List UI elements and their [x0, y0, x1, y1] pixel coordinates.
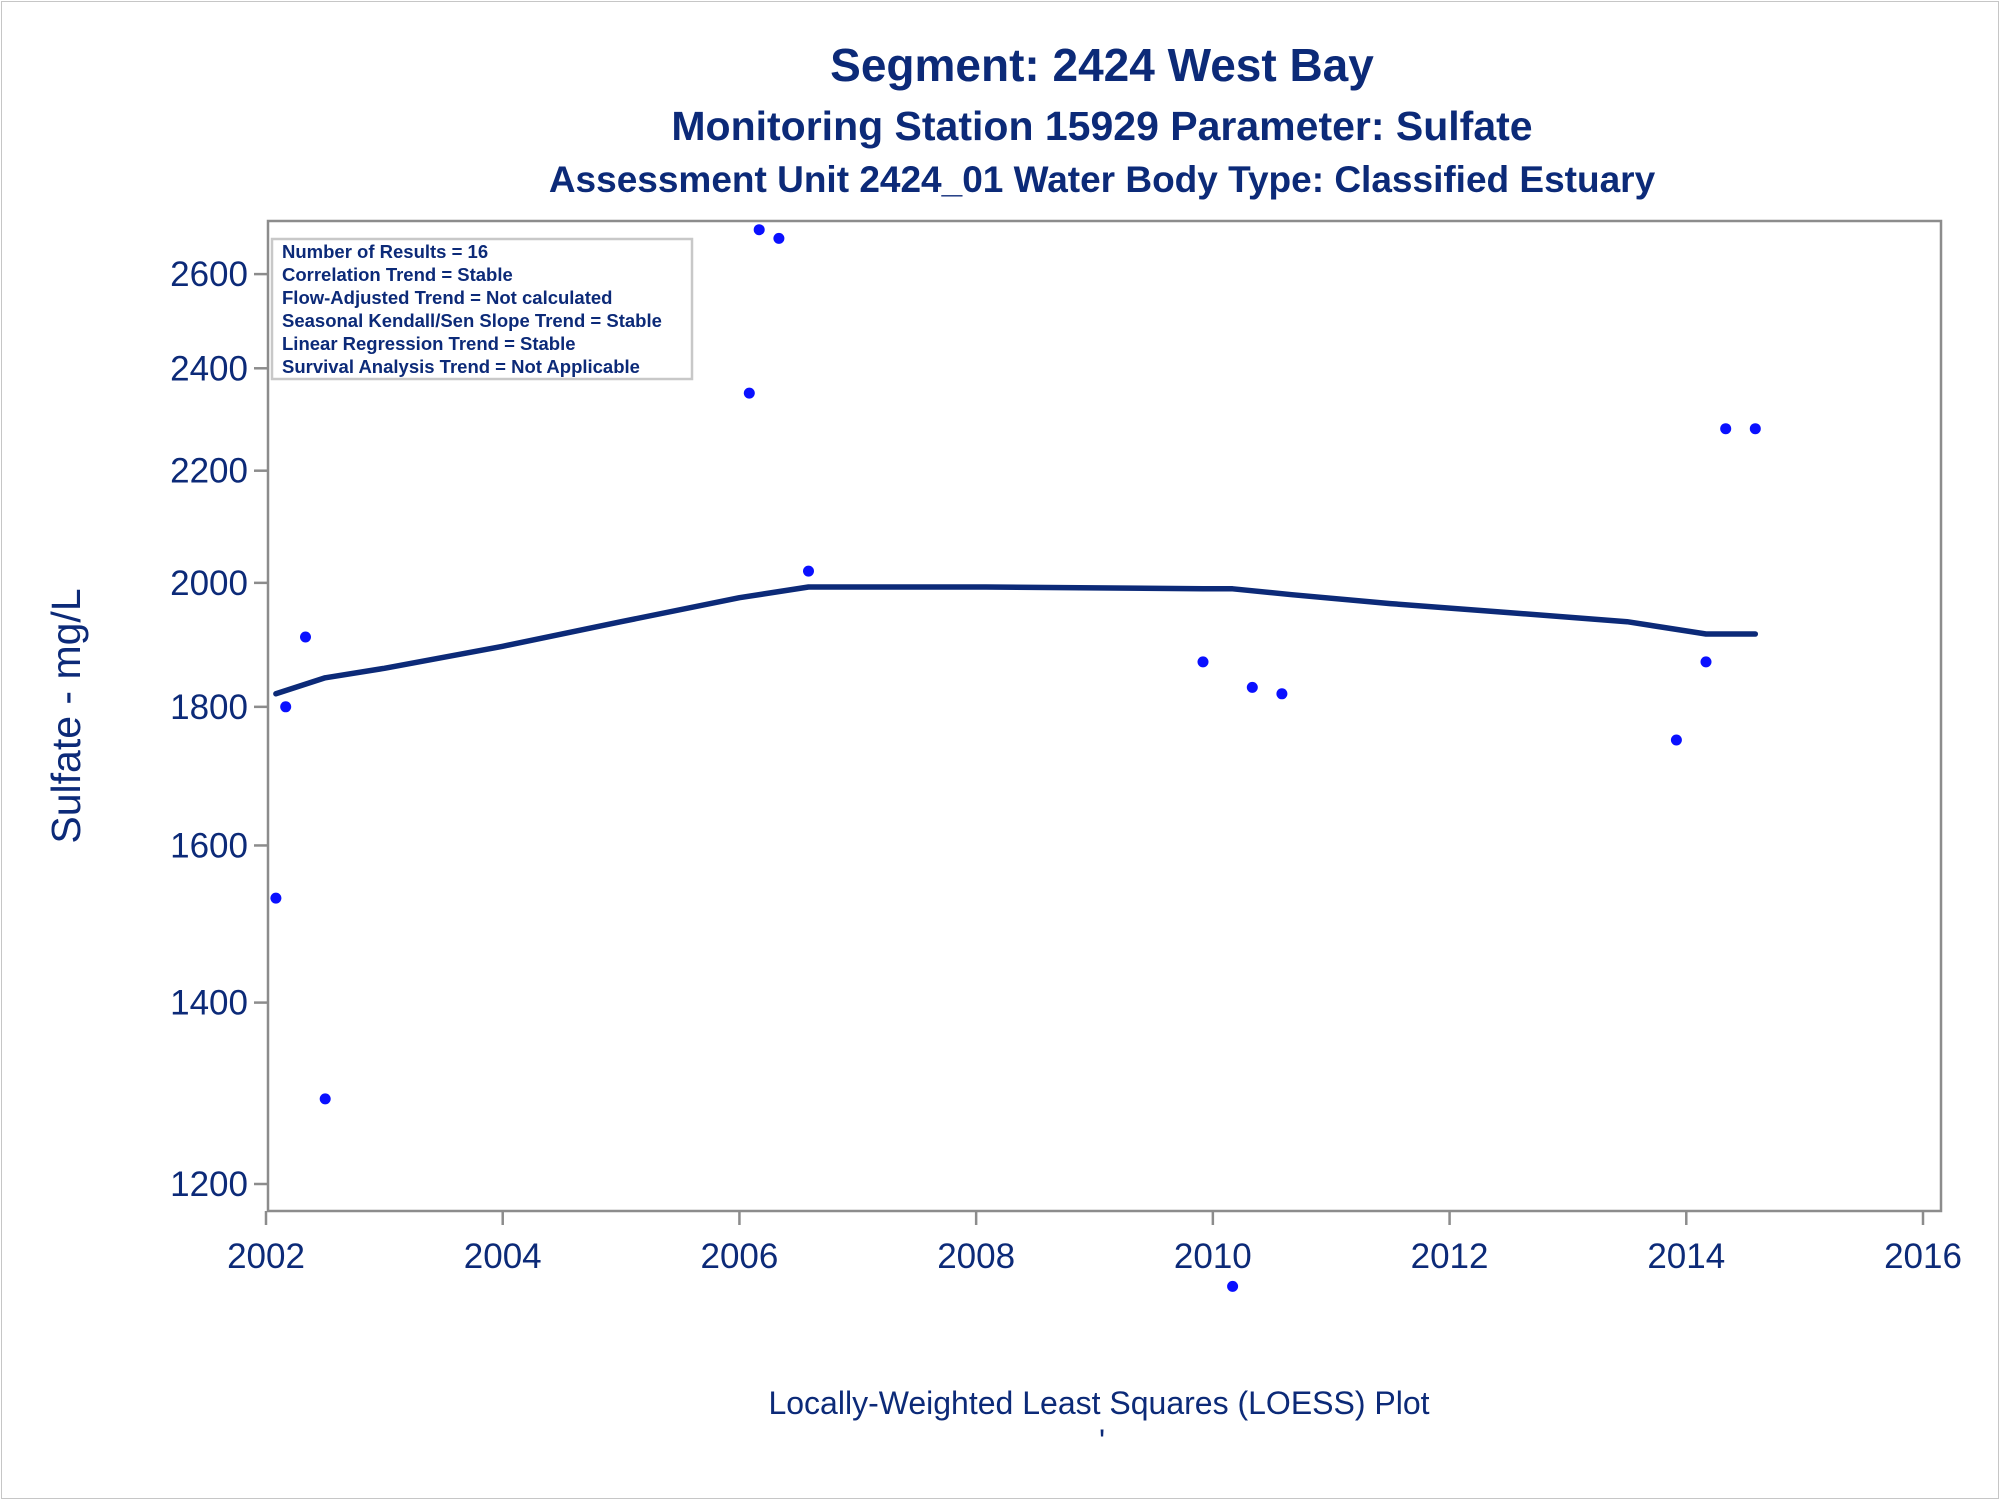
y-tick-label: 2400	[170, 349, 248, 388]
legend-line-results: Number of Results = 16	[282, 241, 488, 262]
data-point	[300, 631, 311, 643]
chart-subtitle: Monitoring Station 15929 Parameter: Sulf…	[671, 103, 1532, 149]
data-point	[803, 565, 814, 577]
observations-series	[270, 224, 1761, 1292]
y-tick-label: 2600	[170, 255, 248, 294]
legend-line-seasonal-kendall: Seasonal Kendall/Sen Slope Trend = Stabl…	[282, 310, 662, 331]
data-point	[280, 701, 292, 713]
y-tick-label: 1200	[170, 1165, 248, 1204]
data-point	[1197, 656, 1209, 668]
y-tick-label: 1400	[170, 984, 248, 1023]
data-point	[270, 892, 282, 904]
legend-line-correlation: Correlation Trend = Stable	[282, 264, 513, 285]
chart-title: Segment: 2424 West Bay	[830, 39, 1374, 91]
loess-series	[273, 584, 1759, 697]
x-tick-label: 2002	[227, 1237, 305, 1276]
x-axis: 2002 2004 2006 2008 2010 2012 2014 2016	[227, 1211, 1962, 1276]
y-tick-label: 2000	[170, 564, 248, 603]
data-point	[1720, 423, 1732, 435]
loess-line	[273, 584, 1759, 697]
footnote-mark: '	[1099, 1423, 1105, 1459]
y-tick-label: 1800	[170, 688, 248, 727]
x-tick-label: 2008	[937, 1237, 1015, 1276]
y-tick-label: 1600	[170, 826, 248, 865]
data-point	[743, 387, 755, 399]
data-point	[773, 232, 785, 244]
x-tick-label: 2010	[1174, 1237, 1252, 1276]
legend-box	[270, 237, 694, 381]
y-tick-label: 2200	[170, 452, 248, 491]
x-tick-label: 2004	[464, 1237, 542, 1276]
data-point	[1227, 1280, 1239, 1292]
data-point	[1276, 688, 1288, 700]
x-tick-label: 2016	[1884, 1237, 1962, 1276]
x-tick-label: 2006	[700, 1237, 778, 1276]
data-point	[1246, 681, 1258, 693]
data-point	[1670, 734, 1682, 746]
y-axis-label: Sulfate - mg/L	[43, 588, 89, 843]
data-point	[319, 1093, 331, 1105]
plot-area	[266, 219, 1943, 1213]
y-axis: 1200 1400 1600 1800 2000 2200 2400 2600	[170, 255, 268, 1204]
chart-subtitle-2: Assessment Unit 2424_01 Water Body Type:…	[549, 159, 1656, 200]
data-point	[753, 224, 765, 236]
data-point	[1749, 423, 1761, 435]
legend: Number of Results = 16 Correlation Trend…	[270, 237, 694, 381]
data-point	[1700, 656, 1712, 668]
x-tick-label: 2012	[1411, 1237, 1489, 1276]
legend-line-survival: Survival Analysis Trend = Not Applicable	[282, 356, 640, 377]
legend-line-linear-regression: Linear Regression Trend = Stable	[282, 333, 576, 354]
legend-line-flow-adjusted: Flow-Adjusted Trend = Not calculated	[282, 287, 612, 308]
chart-footnote: Locally-Weighted Least Squares (LOESS) P…	[768, 1385, 1429, 1421]
x-tick-label: 2014	[1647, 1237, 1725, 1276]
